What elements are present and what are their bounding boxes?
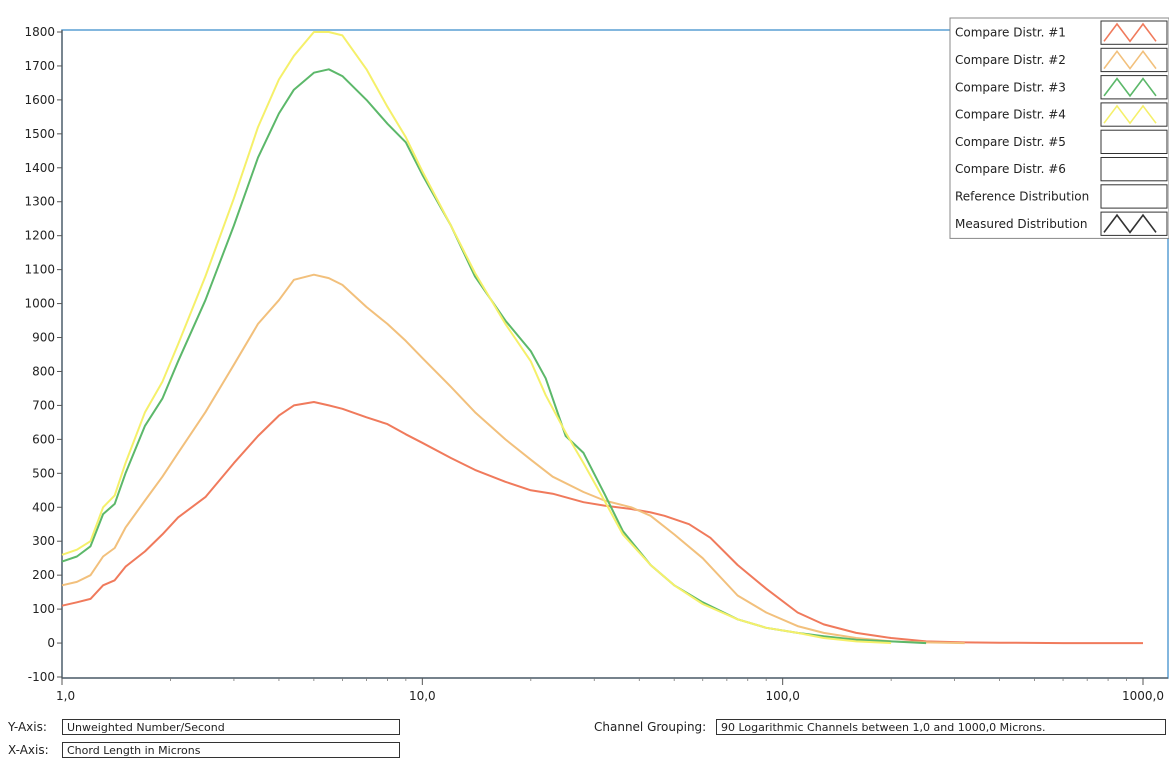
legend-swatch-line (1103, 104, 1157, 125)
y-tick-label: 300 (32, 534, 55, 548)
y-tick-label: 400 (32, 500, 55, 514)
legend-label: Compare Distr. #5 (955, 135, 1066, 149)
y-tick-label: 1800 (24, 25, 55, 39)
x-axis-row: X-Axis: Chord Length in Microns (8, 742, 400, 758)
legend-swatch-box (1100, 20, 1168, 45)
series-line-1 (61, 401, 1143, 645)
legend-swatch-line (1103, 77, 1157, 98)
x-tick-label: 1,0 (56, 689, 75, 703)
y-axis-caption: Y-Axis: (8, 720, 47, 734)
legend-swatch-box (1100, 75, 1168, 100)
legend-label: Compare Distr. #1 (955, 26, 1066, 40)
y-tick-label: 700 (32, 398, 55, 412)
legend-swatch-line (1103, 49, 1157, 70)
legend-label: Compare Distr. #6 (955, 162, 1066, 176)
y-tick-label: 1200 (24, 229, 55, 243)
legend-swatch-box (1100, 211, 1168, 236)
legend-swatch-box (1100, 102, 1168, 127)
legend-label: Compare Distr. #2 (955, 53, 1066, 67)
y-axis-field[interactable]: Unweighted Number/Second (62, 719, 400, 735)
legend: Compare Distr. #1 Compare Distr. #2 Compar… (949, 17, 1169, 239)
y-tick-label: 200 (32, 568, 55, 582)
channel-grouping-row: Channel Grouping: 90 Logarithmic Channel… (594, 719, 1166, 735)
series-line-2 (61, 273, 965, 645)
y-tick-label: 1400 (24, 161, 55, 175)
legend-label: Compare Distr. #4 (955, 108, 1066, 122)
legend-swatch-box (1100, 184, 1168, 209)
legend-label: Compare Distr. #3 (955, 80, 1066, 94)
y-tick-label: 900 (32, 331, 55, 345)
y-tick-label: 1700 (24, 59, 55, 73)
legend-label: Measured Distribution (955, 217, 1087, 231)
legend-label: Reference Distribution (955, 189, 1089, 203)
series-layer (61, 31, 1143, 645)
x-tick-label: 1000,0 (1122, 689, 1164, 703)
channel-grouping-caption: Channel Grouping: (594, 720, 707, 734)
y-tick-label: 600 (32, 432, 55, 446)
y-tick-label: 1000 (24, 297, 55, 311)
y-tick-label: 1100 (24, 263, 55, 277)
legend-swatch-line (1103, 213, 1157, 234)
y-tick-label: 0 (47, 636, 55, 650)
y-tick-label: -100 (28, 670, 55, 684)
series-line-4 (61, 31, 892, 645)
axis-layer: -100 0 100 200 300 400 500 600 700 800 900 1000 1100… (24, 25, 1168, 703)
x-axis-caption: X-Axis: (8, 743, 49, 757)
y-tick-label: 800 (32, 364, 55, 378)
legend-swatch-box (1100, 157, 1168, 182)
y-tick-label: 1300 (24, 195, 55, 209)
x-tick-label: 100,0 (765, 689, 799, 703)
legend-swatch-box (1100, 47, 1168, 73)
x-tick-label: 10,0 (409, 689, 436, 703)
legend-swatch-box (1100, 129, 1168, 154)
y-tick-label: 500 (32, 466, 55, 480)
y-tick-label: 1500 (24, 127, 55, 141)
y-tick-label: 100 (32, 602, 55, 616)
y-axis-row: Y-Axis: Unweighted Number/Second (8, 719, 400, 735)
y-tick-label: 1600 (24, 93, 55, 107)
legend-swatch-line (1103, 22, 1157, 43)
x-axis-field[interactable]: Chord Length in Microns (62, 742, 400, 758)
channel-grouping-field[interactable]: 90 Logarithmic Channels between 1,0 and … (716, 719, 1166, 735)
